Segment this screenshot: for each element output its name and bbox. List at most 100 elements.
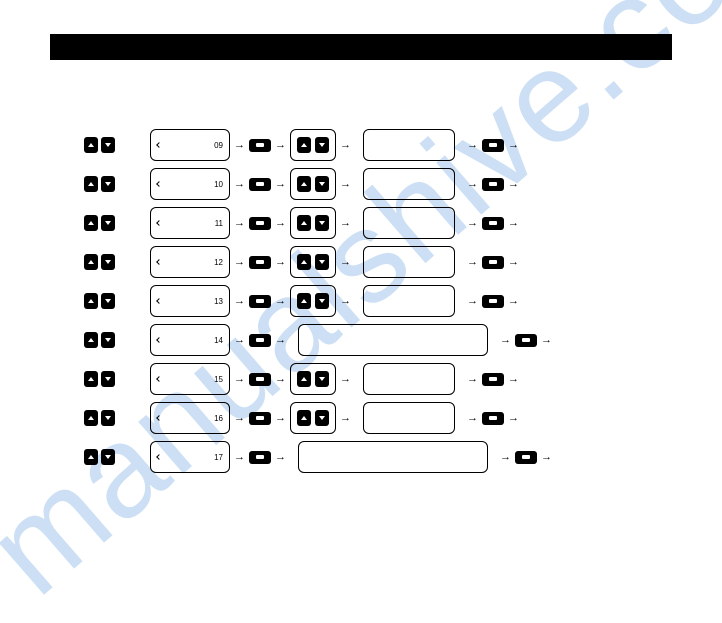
set-button-icon[interactable] — [515, 334, 537, 347]
set-button-icon[interactable] — [482, 295, 504, 308]
menu-number: 17 — [214, 453, 223, 462]
adjust-buttons-box — [290, 207, 336, 239]
set-button-icon[interactable] — [482, 412, 504, 425]
set-button-icon[interactable] — [249, 373, 271, 386]
down-button-icon[interactable] — [315, 410, 329, 426]
set-button-icon[interactable] — [249, 256, 271, 269]
up-button-icon[interactable] — [84, 176, 98, 192]
set-button-icon[interactable] — [249, 139, 271, 152]
down-button-icon[interactable] — [101, 410, 115, 426]
nav-buttons-left — [84, 449, 120, 465]
set-button-icon[interactable] — [249, 178, 271, 191]
arrow-icon: → — [541, 451, 552, 463]
arrow-icon: → — [275, 295, 286, 307]
adjust-buttons-box — [290, 285, 336, 317]
arrow-icon: → — [234, 217, 245, 229]
flow-row: 14→→→→ — [0, 321, 722, 359]
up-button-icon[interactable] — [297, 371, 311, 387]
up-button-icon[interactable] — [84, 137, 98, 153]
arrow-icon: → — [340, 139, 351, 151]
adjust-buttons-box — [290, 402, 336, 434]
down-button-icon[interactable] — [101, 332, 115, 348]
up-button-icon[interactable] — [297, 254, 311, 270]
up-button-icon[interactable] — [84, 371, 98, 387]
set-button-icon[interactable] — [482, 217, 504, 230]
arrow-icon: → — [541, 334, 552, 346]
arrow-icon: → — [467, 373, 478, 385]
up-button-icon[interactable] — [84, 332, 98, 348]
up-button-icon[interactable] — [297, 176, 311, 192]
arrow-icon: → — [275, 334, 286, 346]
nav-buttons-left — [84, 410, 120, 426]
up-button-icon[interactable] — [297, 137, 311, 153]
up-button-icon[interactable] — [297, 293, 311, 309]
value-display — [363, 285, 455, 317]
arrow-icon: → — [234, 412, 245, 424]
back-icon — [156, 415, 162, 421]
down-button-icon[interactable] — [315, 215, 329, 231]
down-button-icon[interactable] — [315, 137, 329, 153]
arrow-icon: → — [500, 451, 511, 463]
set-button-icon[interactable] — [515, 451, 537, 464]
arrow-icon: → — [234, 334, 245, 346]
arrow-icon: → — [340, 256, 351, 268]
menu-display: 17 — [150, 441, 230, 473]
up-button-icon[interactable] — [84, 254, 98, 270]
menu-number: 14 — [214, 336, 223, 345]
down-button-icon[interactable] — [101, 137, 115, 153]
nav-buttons-left — [84, 215, 120, 231]
up-button-icon[interactable] — [297, 410, 311, 426]
down-button-icon[interactable] — [315, 371, 329, 387]
adjust-buttons-box — [290, 168, 336, 200]
end-group: →→ — [463, 139, 523, 152]
down-button-icon[interactable] — [315, 176, 329, 192]
back-icon — [156, 181, 162, 187]
back-icon — [156, 376, 162, 382]
set-button-icon[interactable] — [249, 451, 271, 464]
value-display-wide — [298, 324, 488, 356]
set-button-icon[interactable] — [249, 217, 271, 230]
arrow-icon: → — [234, 295, 245, 307]
set-button-icon[interactable] — [482, 139, 504, 152]
menu-display: 16 — [150, 402, 230, 434]
menu-display: 15 — [150, 363, 230, 395]
down-button-icon[interactable] — [101, 254, 115, 270]
up-button-icon[interactable] — [84, 410, 98, 426]
down-button-icon[interactable] — [101, 371, 115, 387]
arrow-icon: → — [467, 217, 478, 229]
set-button-icon[interactable] — [482, 256, 504, 269]
flow-row: 16→→→→→ — [0, 399, 722, 437]
nav-buttons-left — [84, 137, 120, 153]
set-button-icon[interactable] — [249, 334, 271, 347]
menu-number: 11 — [215, 219, 223, 228]
down-button-icon[interactable] — [101, 176, 115, 192]
arrow-icon: → — [467, 412, 478, 424]
set-button-icon[interactable] — [249, 295, 271, 308]
set-button-icon[interactable] — [482, 178, 504, 191]
flow-row: 10→→→→→ — [0, 165, 722, 203]
up-button-icon[interactable] — [84, 215, 98, 231]
down-button-icon[interactable] — [315, 254, 329, 270]
down-button-icon[interactable] — [101, 449, 115, 465]
up-button-icon[interactable] — [297, 215, 311, 231]
set-button-icon[interactable] — [482, 373, 504, 386]
arrow-icon: → — [234, 451, 245, 463]
end-group: →→ — [463, 256, 523, 269]
arrow-icon: → — [234, 178, 245, 190]
menu-number: 12 — [214, 258, 223, 267]
menu-number: 15 — [214, 375, 223, 384]
up-button-icon[interactable] — [84, 293, 98, 309]
flow-table: 09→→→→→10→→→→→11→→→→→12→→→→→13→→→→→14→→→… — [0, 126, 722, 477]
down-button-icon[interactable] — [101, 293, 115, 309]
down-button-icon[interactable] — [315, 293, 329, 309]
menu-number: 10 — [214, 180, 223, 189]
value-display — [363, 402, 455, 434]
up-button-icon[interactable] — [84, 449, 98, 465]
end-group: →→ — [463, 373, 523, 386]
down-button-icon[interactable] — [101, 215, 115, 231]
value-display — [363, 168, 455, 200]
menu-display: 09 — [150, 129, 230, 161]
arrow-icon: → — [275, 412, 286, 424]
nav-buttons-left — [84, 332, 120, 348]
set-button-icon[interactable] — [249, 412, 271, 425]
